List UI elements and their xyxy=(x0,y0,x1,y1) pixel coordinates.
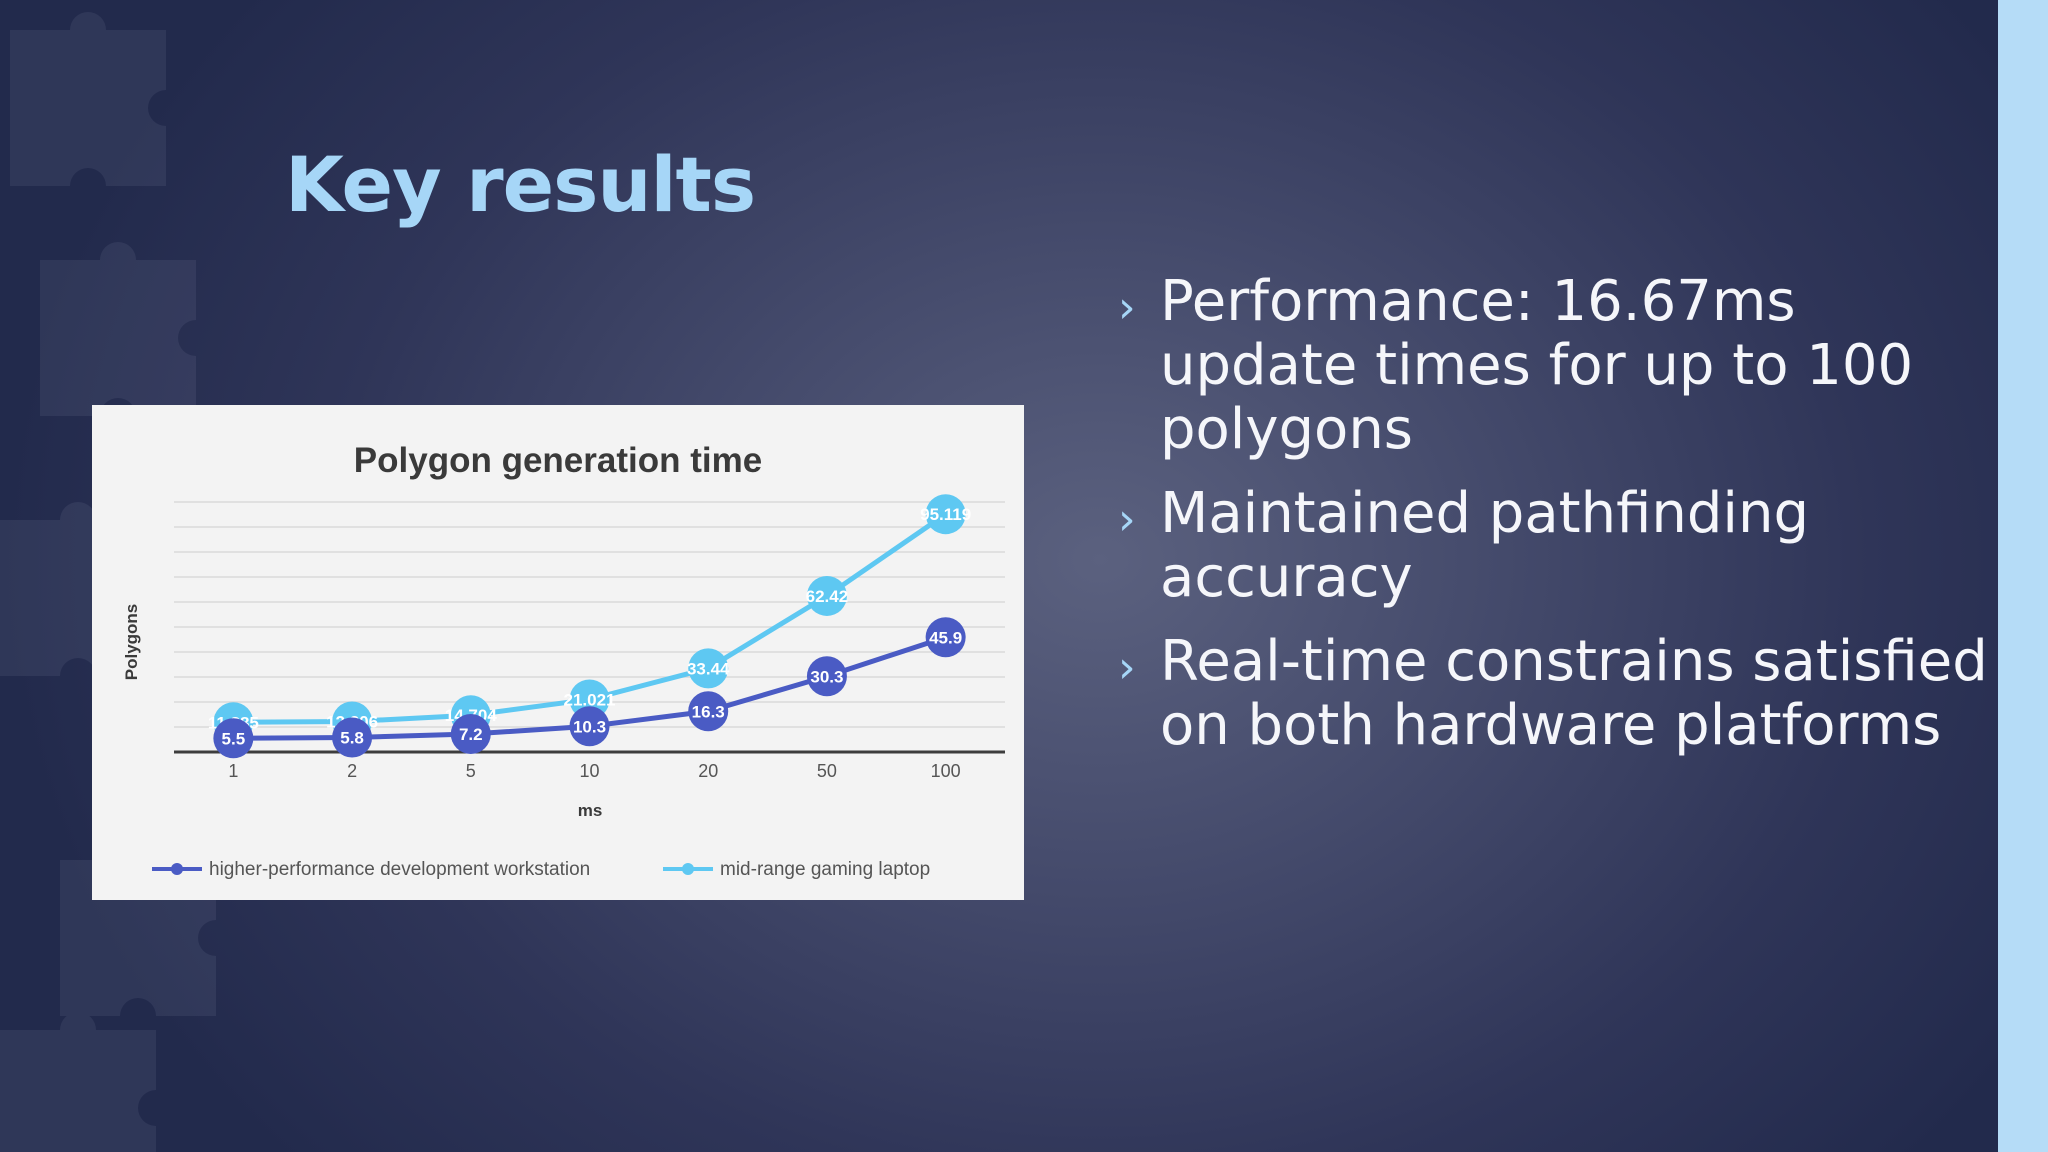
data-point xyxy=(450,714,491,754)
series-0: 5.5 5.8 7.2 10.3 16.3 30.3 45.9 xyxy=(213,617,966,759)
y-axis-label: Polygons xyxy=(122,604,141,681)
x-tick-label: 50 xyxy=(817,761,837,781)
data-label: 21.021 xyxy=(564,690,616,709)
bullet-list: › Performance: 16.67ms update times for … xyxy=(1110,270,1990,778)
data-label: 5.8 xyxy=(340,729,364,748)
data-label: 45.9 xyxy=(929,628,962,647)
chevron-right-icon: › xyxy=(1118,642,1136,693)
bullet-item: › Real-time constrains satisfied on both… xyxy=(1110,630,1990,758)
data-point xyxy=(925,617,966,658)
data-label: 33.44 xyxy=(687,659,730,678)
legend-label-workstation: higher-performance development workstati… xyxy=(209,859,590,880)
bullet-text: Performance: 16.67ms update times for up… xyxy=(1160,269,1914,462)
data-point xyxy=(569,706,610,747)
data-label: 95.119 xyxy=(920,505,971,524)
legend-label-laptop: mid-range gaming laptop xyxy=(720,859,930,880)
data-label: 62.42 xyxy=(806,587,849,606)
chart-gridlines xyxy=(174,501,1005,728)
legend-marker-laptop xyxy=(682,863,694,875)
data-point xyxy=(806,575,847,616)
x-tick-label: 20 xyxy=(698,761,718,781)
data-point xyxy=(213,718,254,759)
data-label: 30.3 xyxy=(810,667,843,686)
x-axis-label: ms xyxy=(578,801,603,820)
x-tick-label: 2 xyxy=(347,761,357,781)
data-point xyxy=(688,691,729,732)
x-tick-labels: 1 2 5 10 20 50 100 xyxy=(228,761,960,781)
chart-title: Polygon generation time xyxy=(354,441,762,480)
chart-series: 11.88512.20614.70421.02133.4462.4295.119… xyxy=(208,494,971,759)
bullet-text: Real-time constrains satisfied on both h… xyxy=(1160,629,1988,758)
bullet-text: Maintained pathfinding accuracy xyxy=(1160,481,1810,610)
legend-marker-workstation xyxy=(171,863,183,875)
data-point xyxy=(925,494,966,535)
chart-card: Polygon generation time 1 2 5 10 20 50 100 Pol… xyxy=(92,405,1024,900)
x-tick-label: 5 xyxy=(466,761,476,781)
x-tick-label: 10 xyxy=(579,761,599,781)
data-label: 16.3 xyxy=(692,702,725,721)
x-tick-label: 100 xyxy=(931,761,961,781)
bullet-item: › Performance: 16.67ms update times for … xyxy=(1110,270,1990,462)
chevron-right-icon: › xyxy=(1118,282,1136,333)
data-label: 7.2 xyxy=(459,725,483,744)
accent-sidebar xyxy=(1998,0,2048,1152)
slide-title: Key results xyxy=(285,140,756,229)
data-point xyxy=(332,717,373,758)
data-point xyxy=(688,648,729,689)
chevron-right-icon: › xyxy=(1118,494,1136,545)
bullet-item: › Maintained pathfinding accuracy xyxy=(1110,482,1990,610)
data-point xyxy=(806,656,847,697)
line-chart: Polygon generation time 1 2 5 10 20 50 100 Pol… xyxy=(122,441,1005,880)
chart-legend: higher-performance development workstati… xyxy=(152,859,930,880)
data-label: 10.3 xyxy=(573,717,606,736)
x-tick-label: 1 xyxy=(228,761,238,781)
data-label: 5.5 xyxy=(222,729,246,748)
